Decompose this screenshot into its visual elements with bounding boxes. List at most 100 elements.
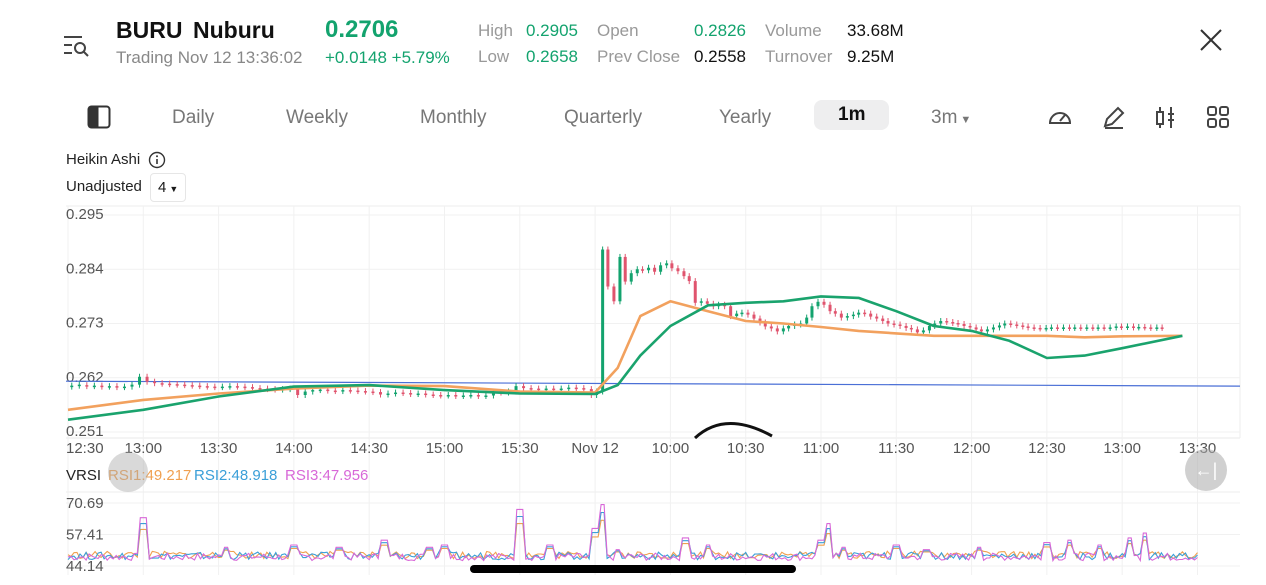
y-tick-label: 0.273: [66, 315, 104, 332]
candle-body: [250, 387, 254, 389]
candle-body: [956, 323, 960, 325]
candle-body: [574, 387, 578, 390]
candle-body: [1155, 327, 1159, 329]
candle-body: [409, 393, 413, 395]
candle-body: [618, 256, 622, 302]
indicator-icon[interactable]: [1153, 104, 1179, 130]
vrsi-line-rsi3: [67, 504, 1198, 563]
speedometer-icon[interactable]: [1047, 104, 1073, 130]
y-tick-label: 0.251: [66, 423, 104, 440]
candle-body: [1021, 325, 1025, 327]
x-tick-label: 11:30: [878, 440, 914, 457]
candle-body: [1085, 327, 1089, 329]
candle-body: [205, 386, 209, 388]
ticker-symbol: BURU: [116, 17, 183, 43]
menu-search-icon[interactable]: [62, 33, 90, 59]
vrsi-tick-label: 57.41: [66, 527, 104, 544]
y-tick-label: 0.295: [66, 206, 104, 223]
adjust-dropdown[interactable]: 4 ▼: [150, 173, 186, 202]
tab-1m[interactable]: 1m: [814, 100, 890, 130]
candle-body: [1055, 327, 1059, 329]
close-icon[interactable]: [1198, 27, 1224, 53]
candle-body: [822, 301, 826, 305]
tab-monthly[interactable]: Monthly: [420, 107, 487, 128]
candle-body: [828, 304, 832, 312]
candle-body: [431, 394, 435, 397]
tab-weekly[interactable]: Weekly: [286, 107, 348, 128]
candle-body: [933, 323, 937, 326]
candle-body: [1044, 327, 1048, 330]
tab-daily[interactable]: Daily: [172, 107, 215, 128]
stat-value-volume: 33.68M: [847, 21, 904, 40]
x-tick-label: 13:00: [125, 440, 163, 457]
tab-quarterly[interactable]: Quarterly: [564, 107, 643, 128]
floating-circle-button[interactable]: [108, 452, 148, 492]
candle-body: [951, 322, 955, 324]
candle-body: [892, 323, 896, 325]
vrsi-line-rsi2: [67, 511, 1198, 561]
candle-body: [1102, 327, 1106, 329]
candle-body: [341, 390, 345, 392]
candle-body: [851, 314, 855, 317]
candle-body: [687, 276, 691, 282]
candle-body: [552, 388, 556, 391]
candle-body: [904, 325, 908, 328]
y-tick-label: 0.284: [66, 260, 104, 277]
candle-body: [991, 327, 995, 330]
x-tick-label: 15:30: [501, 440, 539, 457]
candle-body: [653, 267, 657, 272]
candle-body: [787, 325, 791, 329]
tab-3m[interactable]: 3m ▼: [931, 107, 971, 129]
candle-body: [582, 388, 586, 390]
candle-body: [107, 386, 111, 388]
back-to-latest-button[interactable]: ←|: [1185, 449, 1227, 491]
stat-value-turnover: 9.25M: [847, 47, 895, 66]
candle-body: [1032, 327, 1036, 329]
candle-body: [1073, 327, 1077, 329]
vrsi-line-rsi1: [67, 519, 1198, 560]
candle-body: [356, 390, 360, 393]
candle-body: [439, 395, 443, 397]
candle-body: [100, 385, 104, 388]
x-tick-label: 13:30: [200, 440, 238, 457]
candle-body: [974, 327, 978, 330]
candle-body: [153, 381, 157, 384]
candle-body: [145, 376, 149, 382]
pencil-icon[interactable]: [1101, 104, 1127, 130]
candle-body: [705, 301, 709, 304]
adjust-value: 4: [158, 179, 167, 196]
stat-label-turnover: Turnover: [765, 47, 833, 66]
candle-body: [746, 312, 750, 315]
grid-icon[interactable]: [1205, 104, 1231, 130]
candle-body: [945, 321, 949, 323]
candle-body: [898, 324, 902, 326]
price-change: +0.0148 +5.79%: [325, 48, 450, 67]
candle-body: [670, 263, 674, 269]
stat-label-volume: Volume: [765, 21, 822, 40]
candle-body: [1114, 326, 1118, 328]
candle-body: [623, 256, 627, 282]
tab-yearly[interactable]: Yearly: [719, 107, 772, 128]
candle-body: [85, 385, 89, 387]
candle-body: [1061, 327, 1065, 329]
candle-body: [326, 389, 330, 392]
candle-body: [601, 249, 605, 392]
candle-body: [198, 385, 202, 388]
candle-body: [769, 326, 773, 329]
x-tick-label: Nov 12: [571, 440, 619, 457]
candle-body: [659, 265, 663, 272]
chart-type-label: Heikin Ashi: [66, 151, 141, 168]
candle-body: [886, 321, 890, 324]
candle-body: [476, 395, 480, 397]
info-icon[interactable]: [148, 151, 166, 169]
x-tick-label: 15:00: [426, 440, 464, 457]
candle-body: [529, 388, 533, 390]
last-price: 0.2706: [325, 16, 399, 43]
candle-body: [160, 383, 164, 385]
panel-toggle-icon[interactable]: [87, 105, 111, 129]
candle-body: [469, 395, 473, 397]
candle-body: [1137, 326, 1141, 329]
x-tick-label: 12:30: [66, 440, 104, 457]
chevron-down-icon: ▼: [960, 114, 972, 126]
